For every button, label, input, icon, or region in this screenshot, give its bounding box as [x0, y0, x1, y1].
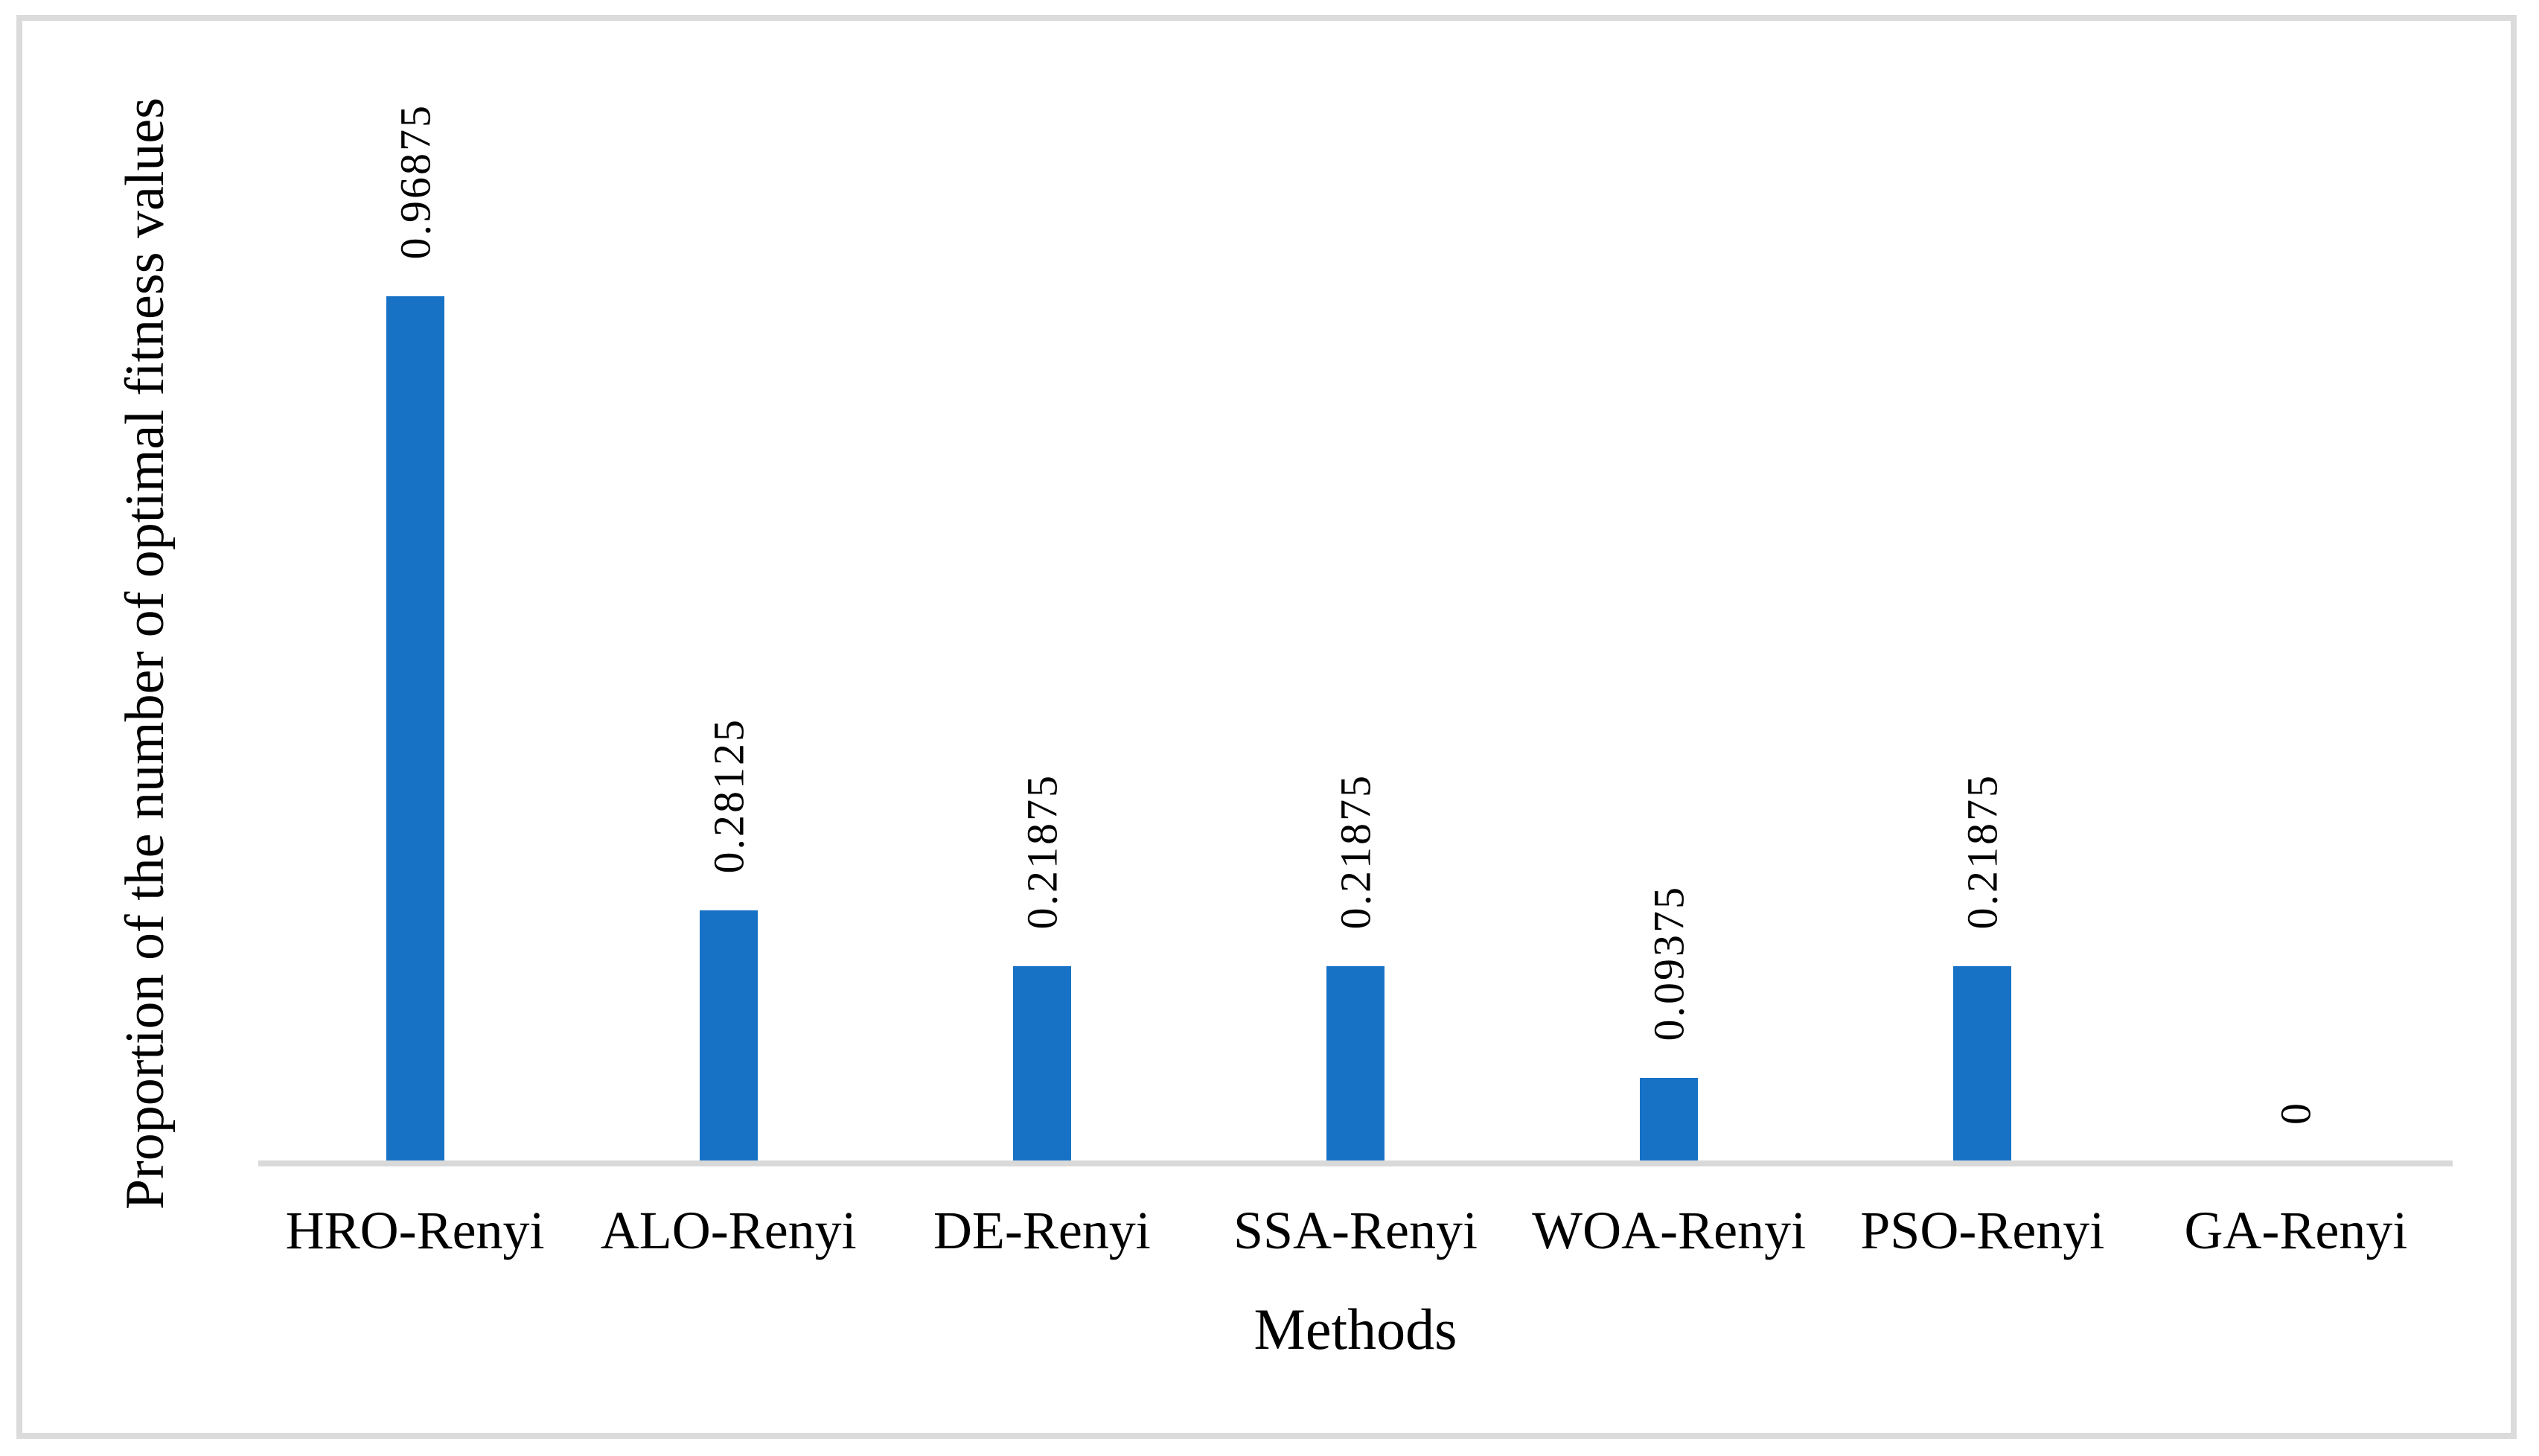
y-axis-title: Proportion of the number of optimal fitn…	[115, 97, 176, 1210]
bar-column: 0.96875	[258, 103, 572, 1161]
bar-column: 0.09375	[1513, 268, 1826, 1161]
bar	[1640, 1077, 1699, 1161]
bar	[699, 910, 758, 1161]
bar-value-text: 0.21875	[1958, 773, 2007, 930]
category-label: WOA-Renyi	[1532, 1201, 1807, 1260]
bar-value-label: 0.96875	[390, 103, 440, 264]
bar-value-label: 0.28125	[703, 718, 753, 878]
bar	[1326, 965, 1385, 1161]
bar-column: 0	[2139, 268, 2453, 1161]
bar-value-text: 0.96875	[391, 103, 440, 260]
category-label: PSO-Renyi	[1860, 1201, 2105, 1260]
bar-column: 0.21875	[885, 268, 1198, 1161]
bar-value-label: 0.09375	[1644, 885, 1694, 1045]
x-axis-title: Methods	[1253, 1297, 1457, 1361]
category-label: ALO-Renyi	[600, 1201, 857, 1260]
x-axis-category-labels: HRO-Renyi ALO-Renyi DE-Renyi SSA-Renyi WOA-R…	[258, 1197, 2453, 1264]
bar-value-label: 0.21875	[1017, 773, 1067, 933]
bar-value-label: 0.21875	[1958, 773, 2008, 933]
category-label: GA-Renyi	[2184, 1201, 2408, 1260]
bar-column: 0.28125	[572, 268, 885, 1161]
bar-column: 0.21875	[1826, 268, 2139, 1161]
bar-column: 0.21875	[1198, 268, 1512, 1161]
category-label: DE-Renyi	[933, 1201, 1151, 1260]
bar-value-text: 0.21875	[1331, 773, 1380, 930]
bar-value-text: 0.21875	[1018, 773, 1067, 930]
bar	[386, 296, 444, 1161]
bar-value-label: 0.21875	[1330, 773, 1380, 933]
category-label: SSA-Renyi	[1233, 1201, 1478, 1260]
category-label: HRO-Renyi	[285, 1201, 545, 1260]
bar-value-text: 0	[2271, 1101, 2320, 1125]
x-axis-line	[258, 1160, 2453, 1166]
plot-area: 0.96875 0.28125 0.21875 0.21875 0.09375 0.218…	[258, 103, 2453, 1161]
bar-value-text: 0.28125	[704, 718, 753, 874]
bar	[1953, 965, 2012, 1161]
bar-value-label: 0	[2271, 1101, 2321, 1128]
bar	[1012, 965, 1071, 1161]
bar-value-text: 0.09375	[1644, 885, 1693, 1041]
